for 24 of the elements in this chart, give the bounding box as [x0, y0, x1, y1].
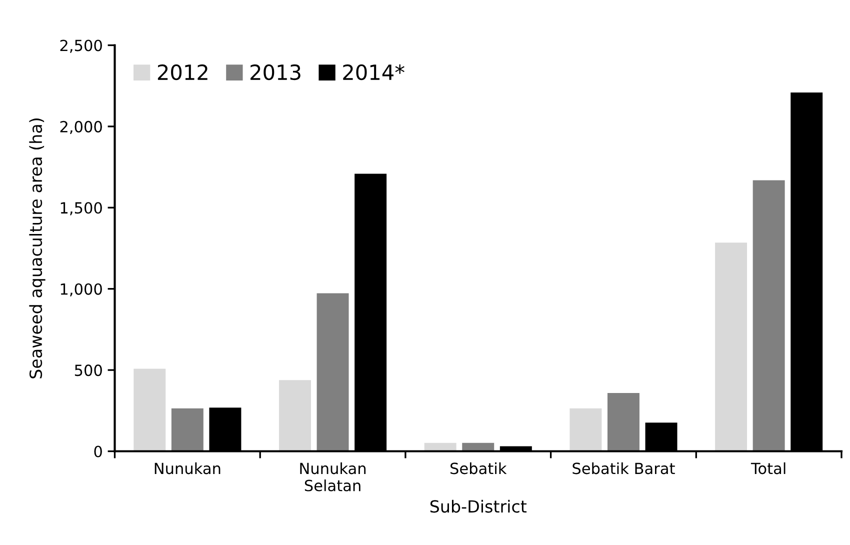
y-tick-label: 2,500 — [60, 40, 102, 53]
y-tick-label: 1,500 — [60, 202, 102, 216]
bar — [715, 242, 748, 452]
bar — [134, 368, 166, 452]
x-tick-label: Total — [750, 462, 786, 474]
x-tick-label: Sebatik Barat — [572, 462, 675, 474]
bar — [171, 408, 204, 452]
x-tick-label: Sebatik — [450, 462, 507, 474]
y-tick-label: 500 — [74, 364, 102, 376]
x-tick-label: Nunukan Selatan — [300, 462, 366, 492]
legend-label: 2014* — [343, 64, 404, 80]
bar — [752, 180, 785, 452]
y-axis-title: Seaweed aquaculture area (ha) — [29, 118, 46, 378]
y-tick-label: 1,000 — [60, 283, 102, 296]
bar — [278, 380, 311, 452]
y-tick-label: 2,000 — [60, 120, 102, 134]
bar — [607, 392, 640, 452]
legend-label: 2013 — [250, 64, 300, 80]
bar — [316, 293, 349, 452]
x-axis-title: Sub-District — [430, 500, 527, 513]
legend-label: 2012 — [158, 64, 208, 80]
x-tick-label: Nunukan — [154, 462, 220, 474]
y-tick-label: 0 — [94, 446, 102, 458]
bar — [570, 408, 602, 452]
